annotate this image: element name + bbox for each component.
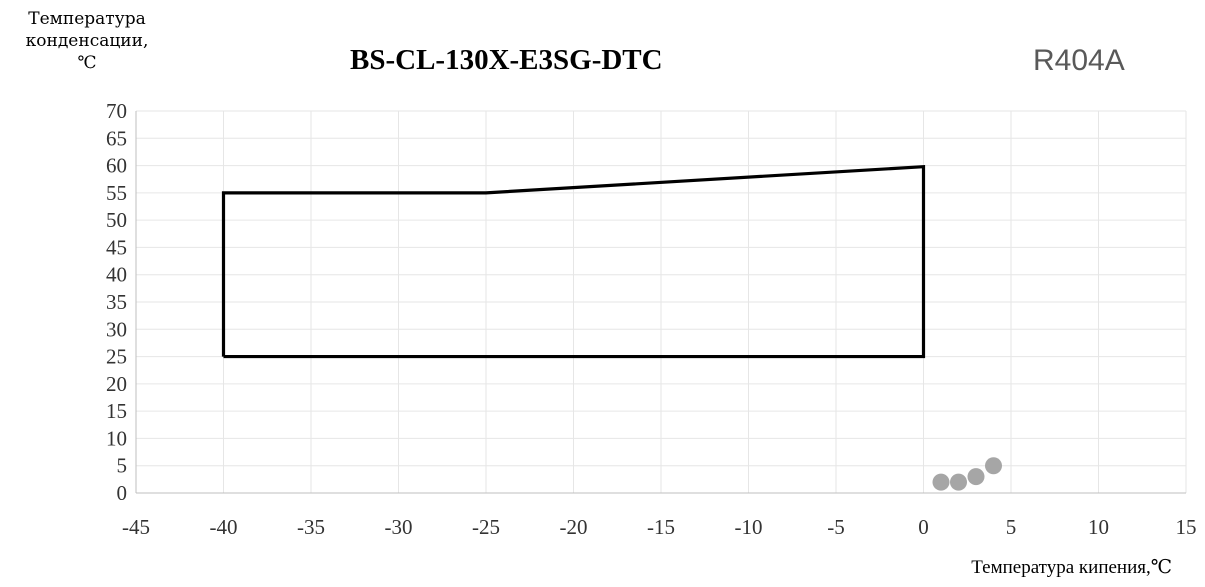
scatter-point xyxy=(985,457,1002,475)
y-tick-label: 50 xyxy=(106,208,127,232)
y-tick-label: 15 xyxy=(106,399,127,423)
x-tick-label: 5 xyxy=(1006,515,1017,539)
x-tick-label: 0 xyxy=(918,515,929,539)
y-tick-label: 30 xyxy=(106,317,127,341)
y-tick-label: 45 xyxy=(106,235,127,259)
chart-title: BS-CL-130X-E3SG-DTC xyxy=(350,44,663,76)
y-axis-title: Температура конденсации, ℃ xyxy=(25,9,149,73)
y-tick-label: 70 xyxy=(106,99,127,123)
x-tick-label: -45 xyxy=(122,515,150,539)
y-tick-label: 60 xyxy=(106,154,127,178)
x-tick-label: -20 xyxy=(560,515,588,539)
y-tick-label: 35 xyxy=(106,290,127,314)
x-tick-label: -30 xyxy=(385,515,413,539)
scatter-point xyxy=(967,468,985,486)
refrigerant-label: R404A xyxy=(1033,44,1125,77)
x-tick-label: 15 xyxy=(1176,515,1197,539)
y-tick-label: 25 xyxy=(106,345,127,369)
y-tick-label: 40 xyxy=(106,263,127,287)
y-tick-label: 0 xyxy=(117,481,128,505)
grid xyxy=(135,110,1187,494)
y-tick-label: 55 xyxy=(106,181,127,205)
envelope-line xyxy=(221,164,926,359)
y-tick-label: 5 xyxy=(117,454,128,478)
x-tick-label: -35 xyxy=(297,515,325,539)
y-tick-label: 65 xyxy=(106,126,127,150)
x-tick-label: -10 xyxy=(735,515,763,539)
scatter-point xyxy=(950,473,967,491)
series-layer xyxy=(221,164,1002,491)
scatter-point xyxy=(932,473,950,491)
tick-labels: -45 -40 -35 -30 -25 -20 -15 -10 -5 0 5 10 15 0 5 10 15 20… xyxy=(106,99,1197,539)
axes xyxy=(135,111,1186,494)
y-tick-label: 20 xyxy=(106,372,127,396)
x-tick-label: -40 xyxy=(210,515,238,539)
x-tick-label: -25 xyxy=(472,515,500,539)
x-tick-label: -5 xyxy=(827,515,845,539)
y-tick-label: 10 xyxy=(106,426,127,450)
x-axis-title: Температура кипения,℃ xyxy=(971,557,1172,578)
x-tick-label: 10 xyxy=(1088,515,1109,539)
x-tick-label: -15 xyxy=(647,515,675,539)
